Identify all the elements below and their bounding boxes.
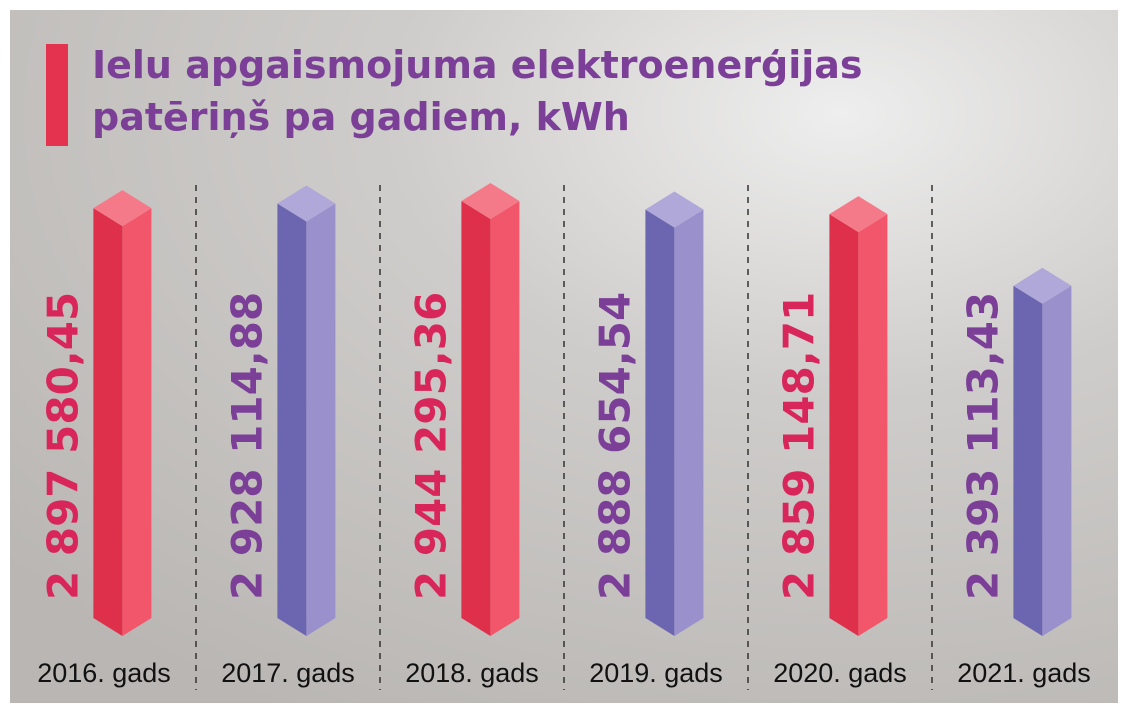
bar-face-right (674, 210, 703, 636)
bar-face-right (858, 214, 887, 636)
bar (277, 185, 335, 636)
x-tick-label: 2017. gads (221, 658, 355, 688)
value-label: 2 928 114,88 (222, 292, 271, 600)
bar (93, 190, 151, 636)
bar (461, 183, 519, 636)
bar-face-left (1013, 286, 1042, 636)
title-accent (46, 44, 68, 146)
value-label: 2 393 113,43 (958, 292, 1007, 600)
bar (1013, 268, 1071, 636)
bar-face-left (277, 203, 306, 636)
bar-face-right (1042, 286, 1071, 636)
bar-face-left (645, 210, 674, 636)
value-label: 2 897 580,45 (38, 292, 87, 600)
title-line: patēriņš pa gadiem, kWh (92, 95, 630, 139)
bar (829, 196, 887, 636)
bar-face-right (306, 203, 335, 636)
bar (645, 192, 703, 636)
bar-face-right (122, 208, 151, 636)
x-tick-label: 2018. gads (405, 658, 539, 688)
bar-face-right (490, 201, 519, 636)
value-label: 2 888 654,54 (590, 292, 639, 600)
chart: Ielu apgaismojuma elektroenerģijas patēri… (0, 0, 1128, 713)
bar-face-left (93, 208, 122, 636)
bar-face-left (461, 201, 490, 636)
x-tick-label: 2019. gads (589, 658, 723, 688)
bar-face-left (829, 214, 858, 636)
value-label: 2 859 148,71 (774, 292, 823, 600)
value-label: 2 944 295,36 (406, 292, 455, 600)
title-line: Ielu apgaismojuma elektroenerģijas (92, 43, 863, 87)
x-tick-label: 2020. gads (773, 658, 907, 688)
x-tick-label: 2021. gads (957, 658, 1091, 688)
x-tick-label: 2016. gads (37, 658, 171, 688)
